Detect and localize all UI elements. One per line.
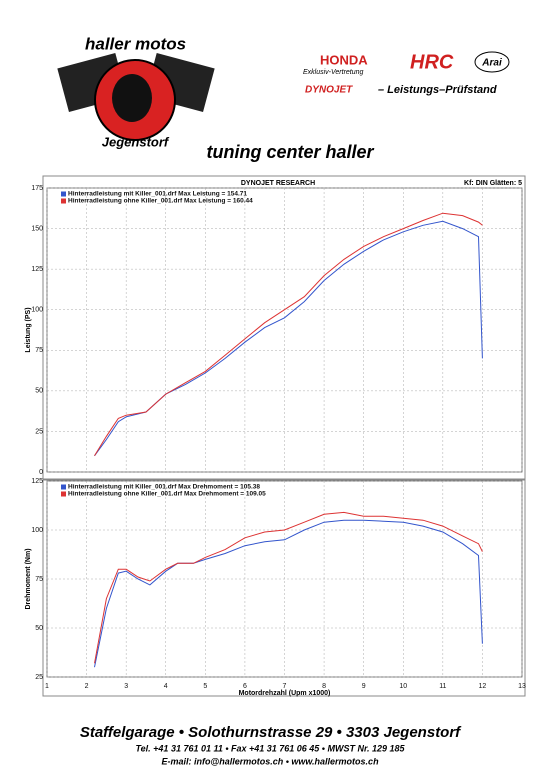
footer-web: E-mail: info@hallermotos.ch • www.haller… bbox=[161, 756, 379, 766]
x-tick-label: 11 bbox=[439, 683, 446, 690]
arai-logo bbox=[474, 51, 510, 73]
y-tick-label: 175 bbox=[31, 185, 43, 192]
y-axis-label: Leistung (PS) bbox=[25, 307, 32, 352]
y-tick-label: 50 bbox=[35, 625, 43, 632]
x-tick-label: 12 bbox=[479, 683, 487, 690]
x-tick-label: 7 bbox=[283, 683, 287, 690]
y-tick-label: 25 bbox=[35, 428, 43, 435]
y-tick-label: 25 bbox=[35, 674, 43, 681]
legend-swatch bbox=[61, 198, 66, 204]
x-tick-label: 8 bbox=[322, 683, 326, 690]
x-tick-label: 4 bbox=[164, 683, 168, 690]
legend-swatch bbox=[61, 491, 66, 497]
footer-contact: Tel. +41 31 761 01 11 • Fax +41 31 761 0… bbox=[136, 743, 406, 753]
legend-label: Hinterradleistung mit Killer_001.drf Max… bbox=[68, 191, 247, 198]
y-tick-label: 0 bbox=[39, 469, 43, 476]
chart-frame bbox=[42, 175, 526, 481]
x-tick-label: 2 bbox=[85, 683, 89, 690]
x-tick-label: 5 bbox=[203, 683, 207, 690]
chart-frame bbox=[42, 478, 526, 697]
brand-name: haller motos bbox=[85, 34, 186, 53]
series-line bbox=[94, 212, 483, 457]
y-axis-label: Drehmoment (Nm) bbox=[25, 548, 32, 609]
footer-address: Staffelgarage • Solothurnstrasse 29 • 33… bbox=[80, 724, 462, 741]
tagline: tuning center haller bbox=[206, 142, 374, 162]
series-line bbox=[94, 519, 483, 668]
legend-swatch bbox=[61, 484, 66, 490]
series-line bbox=[94, 511, 483, 664]
x-tick-label: 6 bbox=[243, 683, 247, 690]
dynojet: DYNOJET bbox=[305, 85, 353, 96]
y-tick-label: 100 bbox=[31, 527, 43, 534]
dyno-title: DYNOJET RESEARCH bbox=[241, 180, 315, 187]
brand-location: Jegenstorf bbox=[102, 134, 170, 149]
legend-label: Hinterradleistung ohne Killer_001.drf Ma… bbox=[68, 198, 253, 205]
x-tick-label: 1 bbox=[45, 683, 49, 690]
hrc: HRC bbox=[410, 51, 454, 73]
dyno-settings: Kf: DIN Glätten: 5 bbox=[464, 180, 522, 187]
y-tick-label: 100 bbox=[31, 307, 43, 314]
honda: HONDA bbox=[320, 52, 368, 67]
x-tick-label: 13 bbox=[518, 683, 526, 690]
y-tick-label: 75 bbox=[35, 347, 43, 354]
y-tick-label: 75 bbox=[35, 576, 43, 583]
x-tick-label: 9 bbox=[362, 683, 366, 690]
logo bbox=[57, 52, 215, 141]
y-tick-label: 125 bbox=[31, 478, 43, 485]
x-tick-label: 10 bbox=[399, 683, 407, 690]
legend-label: Hinterradleistung ohne Killer_001.drf Ma… bbox=[68, 491, 266, 498]
x-axis-label: Motordrehzahl (Upm x1000) bbox=[239, 690, 331, 697]
y-tick-label: 150 bbox=[31, 225, 43, 232]
legend-label: Hinterradleistung mit Killer_001.drf Max… bbox=[68, 484, 260, 491]
y-tick-label: 125 bbox=[31, 266, 43, 273]
honda-sub: Exklusiv-Vertretung bbox=[303, 69, 364, 76]
y-tick-label: 50 bbox=[35, 388, 43, 395]
arai: Arai bbox=[481, 58, 502, 69]
x-tick-label: 3 bbox=[124, 683, 128, 690]
dyno-text: – Leistungs–Prüfstand bbox=[378, 84, 497, 96]
series-line bbox=[94, 220, 483, 457]
legend-swatch bbox=[61, 191, 66, 197]
